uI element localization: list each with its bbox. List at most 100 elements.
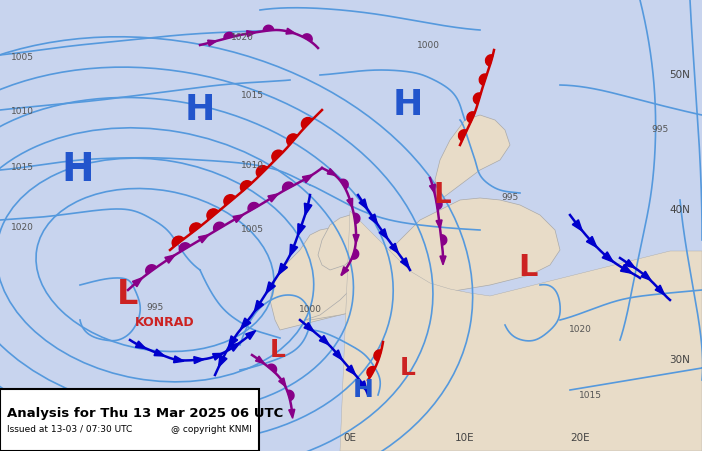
Polygon shape (199, 235, 208, 243)
Polygon shape (241, 181, 251, 191)
Text: 1020: 1020 (569, 326, 592, 335)
Polygon shape (303, 34, 312, 42)
Polygon shape (347, 198, 352, 207)
Polygon shape (267, 364, 277, 373)
Polygon shape (263, 25, 274, 31)
Polygon shape (379, 229, 388, 239)
Polygon shape (279, 378, 286, 387)
Polygon shape (401, 258, 409, 268)
Polygon shape (641, 271, 651, 280)
Polygon shape (266, 282, 275, 294)
Text: 20E: 20E (570, 433, 590, 443)
Polygon shape (368, 367, 376, 377)
Polygon shape (298, 224, 305, 235)
Polygon shape (359, 199, 367, 209)
Text: 1020: 1020 (11, 224, 34, 233)
Text: 1015: 1015 (578, 391, 602, 400)
Polygon shape (440, 256, 446, 265)
Polygon shape (430, 184, 435, 193)
Polygon shape (254, 300, 263, 312)
Polygon shape (333, 350, 342, 360)
Polygon shape (319, 336, 329, 345)
Text: H: H (185, 93, 216, 127)
Polygon shape (233, 215, 244, 222)
Polygon shape (278, 263, 288, 275)
Text: Analysis for Thu 13 Mar 2025 06 UTC: Analysis for Thu 13 Mar 2025 06 UTC (7, 407, 283, 420)
Text: H: H (62, 151, 94, 189)
Polygon shape (625, 260, 635, 268)
Polygon shape (359, 381, 367, 391)
Polygon shape (354, 213, 360, 224)
Text: 1020: 1020 (230, 33, 253, 42)
Polygon shape (318, 215, 360, 270)
Polygon shape (369, 214, 378, 224)
Polygon shape (304, 322, 314, 331)
Text: 995: 995 (501, 193, 519, 202)
Text: L: L (400, 356, 416, 380)
Polygon shape (194, 357, 204, 364)
Polygon shape (228, 336, 238, 347)
Polygon shape (135, 341, 146, 349)
Polygon shape (459, 130, 467, 140)
Polygon shape (257, 166, 267, 176)
Text: @ copyright KNMI: @ copyright KNMI (171, 425, 252, 434)
Polygon shape (154, 349, 164, 356)
Polygon shape (341, 267, 349, 276)
Polygon shape (621, 264, 633, 273)
Text: L: L (518, 253, 538, 282)
Polygon shape (190, 224, 201, 233)
Polygon shape (436, 220, 442, 229)
Polygon shape (173, 356, 184, 363)
Polygon shape (213, 353, 223, 360)
Polygon shape (480, 74, 486, 85)
Polygon shape (241, 318, 251, 329)
Polygon shape (146, 265, 157, 274)
Polygon shape (224, 32, 234, 39)
Polygon shape (133, 278, 143, 287)
Polygon shape (305, 198, 560, 320)
Polygon shape (353, 235, 359, 244)
Text: L: L (117, 279, 139, 312)
Text: 1005: 1005 (241, 226, 263, 235)
Text: H: H (393, 88, 423, 122)
Polygon shape (179, 243, 190, 252)
Polygon shape (468, 112, 475, 123)
Polygon shape (655, 285, 665, 295)
Polygon shape (340, 179, 348, 189)
Text: 1010: 1010 (11, 107, 34, 116)
Polygon shape (436, 199, 442, 209)
Text: 1015: 1015 (11, 164, 34, 172)
Polygon shape (286, 28, 296, 34)
Polygon shape (208, 40, 217, 46)
Text: 1000: 1000 (298, 305, 322, 314)
Polygon shape (287, 134, 297, 145)
Polygon shape (287, 390, 294, 400)
Polygon shape (208, 209, 218, 219)
Polygon shape (346, 365, 355, 375)
Polygon shape (352, 249, 359, 259)
Polygon shape (218, 355, 227, 367)
Polygon shape (474, 93, 481, 104)
Text: L: L (270, 338, 286, 362)
Polygon shape (302, 118, 312, 129)
Text: Issued at 13-03 / 07:30 UTC: Issued at 13-03 / 07:30 UTC (7, 425, 132, 434)
Polygon shape (230, 343, 240, 351)
Text: H: H (352, 378, 373, 402)
Polygon shape (327, 169, 336, 175)
Text: L: L (433, 181, 451, 209)
Polygon shape (270, 228, 375, 330)
Polygon shape (268, 194, 278, 202)
Polygon shape (282, 182, 294, 191)
Text: 995: 995 (651, 125, 668, 134)
Polygon shape (303, 175, 313, 183)
Polygon shape (165, 255, 175, 263)
Polygon shape (173, 237, 183, 247)
Text: 1005: 1005 (11, 54, 34, 63)
Text: 995: 995 (147, 304, 164, 313)
Text: 1015: 1015 (241, 91, 263, 100)
Text: 50N: 50N (669, 70, 690, 80)
Polygon shape (289, 410, 295, 418)
Polygon shape (375, 350, 381, 361)
Polygon shape (290, 244, 298, 256)
Polygon shape (586, 236, 597, 248)
